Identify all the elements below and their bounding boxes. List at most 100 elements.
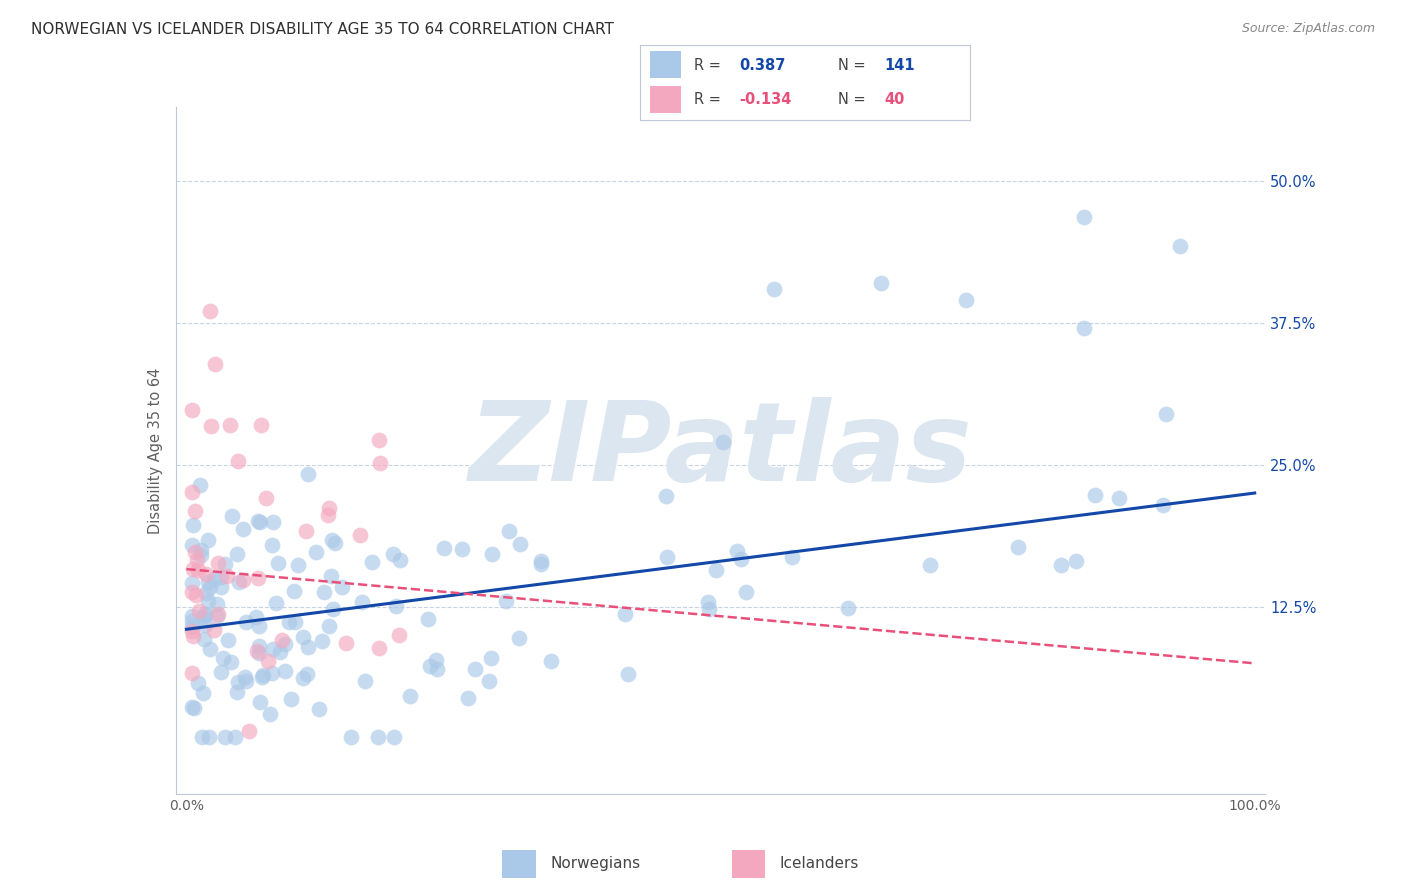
Text: Norwegians: Norwegians <box>550 856 640 871</box>
Point <box>297 640 319 654</box>
Point <box>294 524 316 538</box>
Point <box>259 707 281 722</box>
Point <box>187 563 209 577</box>
Point <box>1152 498 1174 512</box>
Point <box>287 558 309 572</box>
Point <box>211 570 233 584</box>
Point <box>451 542 474 557</box>
Point <box>186 553 208 567</box>
Point <box>238 724 260 739</box>
Point <box>181 518 204 533</box>
Point <box>367 730 389 744</box>
Point <box>246 515 269 529</box>
Point <box>1049 558 1071 572</box>
Point <box>183 504 205 518</box>
Point <box>207 556 229 570</box>
Point <box>193 608 215 623</box>
Point <box>704 564 727 578</box>
Point <box>264 596 287 610</box>
Point <box>207 597 229 611</box>
Point <box>382 730 405 744</box>
Point <box>498 524 520 538</box>
Point <box>235 615 257 630</box>
Point <box>284 615 307 629</box>
Point <box>180 484 202 499</box>
Point <box>495 594 517 608</box>
Point <box>226 685 249 699</box>
Point <box>204 357 226 371</box>
Point <box>232 523 254 537</box>
Text: ZIPatlas: ZIPatlas <box>468 397 973 504</box>
Text: NORWEGIAN VS ICELANDER DISABILITY AGE 35 TO 64 CORRELATION CHART: NORWEGIAN VS ICELANDER DISABILITY AGE 35… <box>31 22 614 37</box>
Point <box>291 631 314 645</box>
Point <box>233 670 256 684</box>
Point <box>330 580 353 594</box>
Point <box>207 609 229 624</box>
Point <box>270 632 292 647</box>
Point <box>419 659 441 673</box>
Point <box>246 644 269 658</box>
Point <box>295 666 318 681</box>
Point <box>1007 540 1029 554</box>
Point <box>194 585 217 599</box>
Point <box>540 655 562 669</box>
Point <box>186 588 208 602</box>
Point <box>425 653 447 667</box>
Point <box>869 276 891 290</box>
Point <box>360 555 382 569</box>
Point <box>245 609 267 624</box>
Point <box>204 623 226 637</box>
Point <box>249 695 271 709</box>
Point <box>457 691 479 706</box>
Point <box>735 585 758 599</box>
Point <box>1073 210 1095 224</box>
Point <box>508 631 530 645</box>
Point <box>269 645 291 659</box>
Point <box>260 665 283 680</box>
FancyBboxPatch shape <box>650 51 681 78</box>
Point <box>232 574 254 588</box>
Point <box>215 568 238 582</box>
Point <box>382 547 405 561</box>
Point <box>226 674 249 689</box>
Point <box>190 548 212 562</box>
Text: 0.387: 0.387 <box>740 58 785 72</box>
Point <box>207 607 229 621</box>
Point <box>349 527 371 541</box>
Point <box>273 637 295 651</box>
Point <box>200 418 222 433</box>
Point <box>426 662 449 676</box>
Point <box>180 615 202 629</box>
Text: -0.134: -0.134 <box>740 92 792 107</box>
Point <box>1108 491 1130 505</box>
Text: R =: R = <box>695 58 725 72</box>
Text: 141: 141 <box>884 58 915 72</box>
Point <box>697 595 720 609</box>
Point <box>214 557 236 571</box>
Y-axis label: Disability Age 35 to 64: Disability Age 35 to 64 <box>148 368 163 533</box>
Point <box>249 515 271 529</box>
Point <box>1168 238 1191 252</box>
Point <box>713 434 735 449</box>
Point <box>432 541 454 555</box>
Point <box>180 538 202 552</box>
FancyBboxPatch shape <box>731 850 765 878</box>
Point <box>266 557 288 571</box>
Point <box>217 632 239 647</box>
Point <box>479 650 502 665</box>
Point <box>194 617 217 632</box>
Point <box>180 576 202 591</box>
Point <box>180 402 202 417</box>
Point <box>368 640 391 655</box>
Point <box>228 574 250 589</box>
Point <box>780 550 803 565</box>
Point <box>252 668 274 682</box>
Point <box>509 537 531 551</box>
Point <box>699 602 721 616</box>
Point <box>368 457 391 471</box>
Point <box>225 547 247 561</box>
Point <box>180 665 202 680</box>
Point <box>202 572 225 586</box>
Text: N =: N = <box>838 58 870 72</box>
Point <box>252 670 274 684</box>
